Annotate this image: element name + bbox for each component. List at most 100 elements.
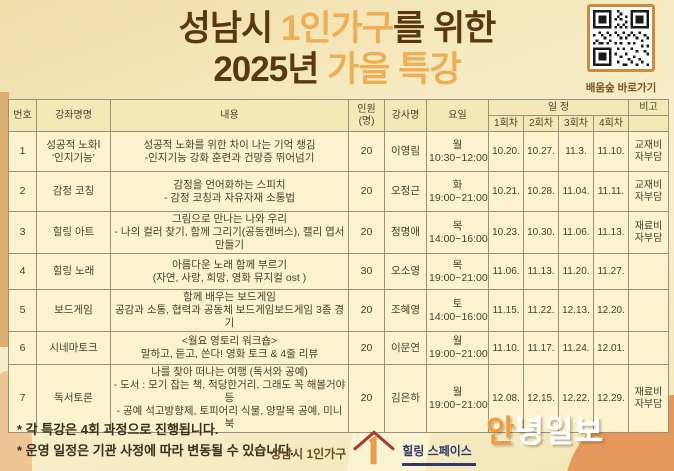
cell-note: 교재비 자부담 xyxy=(628,171,669,212)
title-highlight: 1인가구 xyxy=(280,9,394,48)
cell-instructor: 이영림 xyxy=(384,131,427,172)
table-row: 2 감정 코칭 감정을 언어화하는 스피치 - 감정 코칭과 자유자재 소통법 … xyxy=(8,171,669,212)
col-header-content: 내용 xyxy=(110,99,349,132)
cell-session-1: 11.10. xyxy=(488,331,524,365)
cell-session-1: 10.20. xyxy=(488,131,524,172)
col-header-note-empty xyxy=(628,115,669,132)
qr-code-icon xyxy=(587,4,655,72)
cell-content: 나를 찾아 떠나는 여행 (독서와 공예) - 도서 : 모기 잡는 책, 적당… xyxy=(110,364,349,433)
footer-notes: * 각 특강은 4회 과정으로 진행됩니다. * 운영 일정은 기관 사정에 따… xyxy=(17,419,294,461)
qr-caption: 배움숲 바로가기 xyxy=(585,82,657,94)
col-header-session-1: 1회차 xyxy=(488,115,524,132)
cell-capacity: 20 xyxy=(348,131,385,172)
col-header-session-4: 4회차 xyxy=(593,115,629,132)
cell-capacity: 20 xyxy=(348,171,385,212)
col-header-instructor: 강사명 xyxy=(384,99,427,132)
cell-session-2: 11.17. xyxy=(523,331,559,365)
cell-content: 그림으로 만나는 나와 우리 - 나의 컬러 찾기, 함께 그리기(공동캔버스)… xyxy=(110,211,349,254)
cell-session-4: 12.01. xyxy=(593,331,629,365)
col-header-course-name: 강좌명명 xyxy=(36,99,111,132)
cell-instructor: 오정근 xyxy=(384,171,427,212)
cell-day: 목 14:00~16:00 xyxy=(426,211,489,254)
col-header-session-2: 2회차 xyxy=(523,115,559,132)
col-header-session-3: 3회차 xyxy=(558,115,594,132)
cell-day: 토 14:00~16:00 xyxy=(426,289,489,332)
cell-session-4: 11.11. xyxy=(593,171,629,212)
cell-course-name: 독서토론 xyxy=(36,364,111,433)
table-header-row-1: 번호 강좌명명 내용 인원 (명) 강사명 요일 일 정 비고 xyxy=(8,99,669,132)
cell-session-1: 11.06. xyxy=(488,253,524,290)
watermark-first-char: 안 xyxy=(486,414,516,449)
table-row: 4 힐링 노래 아름다운 노래 함께 부르기 (자연, 사랑, 희망, 영화 뮤… xyxy=(8,253,669,290)
cell-course-name: 시네마토크 xyxy=(36,331,111,365)
cell-session-4: 11.27. xyxy=(593,253,629,290)
cell-session-3: 12.13. xyxy=(558,289,594,332)
cell-capacity: 20 xyxy=(348,211,385,254)
cell-instructor: 이문연 xyxy=(384,331,427,365)
cell-session-1: 12.08. xyxy=(488,364,524,433)
title-line-2: 2025년 가을 특강 xyxy=(0,49,674,90)
cell-instructor: 김은하 xyxy=(384,364,427,433)
cell-day: 월 10:30~12:00 xyxy=(426,131,489,172)
cell-session-3: 11.3. xyxy=(558,131,594,172)
cell-content: 감정을 언어화하는 스피치 - 감정 코칭과 자유자재 소통법 xyxy=(110,171,349,212)
cell-session-1: 10.21. xyxy=(488,171,524,212)
cell-session-2: 12.15. xyxy=(523,364,559,433)
title-text: 를 위한 xyxy=(393,9,496,48)
cell-capacity: 30 xyxy=(348,253,385,290)
cell-note: 교재비 자부담 xyxy=(628,131,669,172)
cell-session-3: 12.22. xyxy=(558,364,594,433)
cell-note xyxy=(628,253,669,290)
cell-session-3: 11.24. xyxy=(558,331,594,365)
qr-block: 배움숲 바로가기 xyxy=(578,4,664,95)
cell-session-4: 11.13. xyxy=(593,211,629,254)
logo-text-left: 성남시 1인가구 xyxy=(270,447,347,461)
cell-session-3: 11.06. xyxy=(558,211,594,254)
cell-instructor: 조혜영 xyxy=(384,289,427,332)
house-icon xyxy=(353,430,395,465)
col-header-capacity: 인원 (명) xyxy=(348,99,385,132)
cell-course-name: 보드게임 xyxy=(36,289,111,332)
watermark-annyeong-ilbo: 안녕일보 xyxy=(486,406,604,451)
cell-session-4: 12.20. xyxy=(593,289,629,332)
cell-note: 재료비 자부담 xyxy=(628,211,669,254)
cell-course-name: 감정 코칭 xyxy=(36,171,111,212)
page-title: 성남시 1인가구를 위한 2025년 가을 특강 xyxy=(0,8,674,90)
col-header-day: 요일 xyxy=(426,99,489,132)
cell-content: 함께 배우는 보드게임 공감과 소통, 협력과 공동체 보드게임보드게임 3종 … xyxy=(110,289,349,332)
cell-content: <월요 영토리 워크숍> 말하고, 듣고, 쓴다! 영화 토크 & 4줄 리뷰 xyxy=(110,331,349,365)
watermark-rest: 녕일보 xyxy=(515,414,605,449)
cell-capacity: 20 xyxy=(348,364,385,433)
schedule-table: 번호 강좌명명 내용 인원 (명) 강사명 요일 일 정 비고 1회차 2회차 … xyxy=(8,99,669,433)
title-line-1: 성남시 1인가구를 위한 xyxy=(0,8,674,49)
cell-day: 월 19:00~21:00 xyxy=(426,331,489,365)
cell-capacity: 20 xyxy=(348,331,385,365)
cell-content: 아름다운 노래 함께 부르기 (자연, 사랑, 희망, 영화 뮤지컬 ost ) xyxy=(110,253,349,290)
cell-session-4: 12.29. xyxy=(593,364,629,433)
cell-course-name: 힐링 아트 xyxy=(36,211,111,254)
col-header-schedule: 일 정 xyxy=(488,99,629,116)
cell-no: 1 xyxy=(8,131,37,172)
cell-instructor: 정명애 xyxy=(384,211,427,254)
cell-session-3: 11.20. xyxy=(558,253,594,290)
cell-session-2: 10.30. xyxy=(523,211,559,254)
cell-session-1: 10.23. xyxy=(488,211,524,254)
logo-text-right: 힐링 스페이스 xyxy=(402,442,476,466)
healing-space-logo: 성남시 1인가구 힐링 스페이스 xyxy=(270,428,476,466)
cell-no: 3 xyxy=(8,211,37,254)
cell-session-4: 11.10. xyxy=(593,131,629,172)
cell-capacity: 20 xyxy=(348,289,385,332)
cell-no: 4 xyxy=(8,253,37,290)
table-header-row-2: 1회차 2회차 3회차 4회차 xyxy=(9,115,669,132)
cell-note: 재료비 자부담 xyxy=(628,364,669,433)
cell-course-name: 성공적 노화Ⅰ '인지기능' xyxy=(36,131,111,172)
cell-session-1: 11.15. xyxy=(488,289,524,332)
table-row: 1 성공적 노화Ⅰ '인지기능' 성공적 노화를 위한 차이 나는 기억 챙김 … xyxy=(8,131,669,172)
cell-session-2: 11.22. xyxy=(523,289,559,332)
cell-day: 화 19:00~21:00 xyxy=(426,171,489,212)
table-row: 6 시네마토크 <월요 영토리 워크숍> 말하고, 듣고, 쓴다! 영화 토크 … xyxy=(8,331,669,365)
cell-session-3: 11.04. xyxy=(558,171,594,212)
table-row: 5 보드게임 함께 배우는 보드게임 공감과 소통, 협력과 공동체 보드게임보… xyxy=(8,289,669,332)
footer-note-1: * 각 특강은 4회 과정으로 진행됩니다. xyxy=(17,422,219,437)
